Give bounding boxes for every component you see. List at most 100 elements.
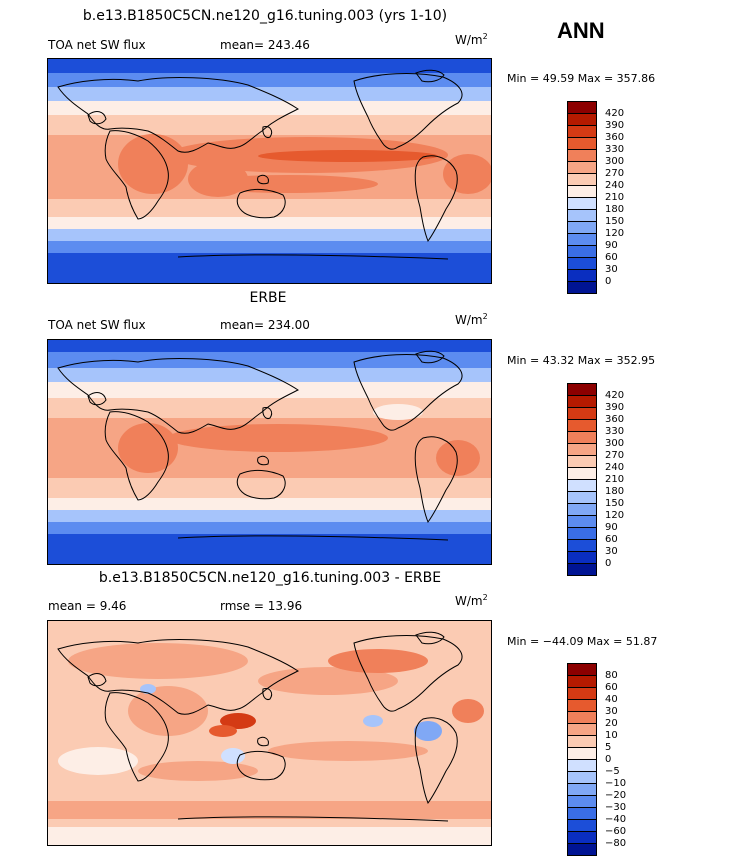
colorbar-tick-label: 420 [605,390,625,401]
colorbar-tick-label: 60 [605,682,618,693]
colorbar-swatch [568,675,596,687]
colorbar-tick-label: 90 [605,522,618,533]
panel-1-variable-label: TOA net SW flux [48,38,146,52]
colorbar-tick-label: 240 [605,180,625,191]
panel-2-map-field [48,340,491,564]
colorbar-swatch [568,443,596,455]
colorbar-swatch [568,527,596,539]
colorbar-tick-label: 390 [605,120,625,131]
colorbar-tick-label: 90 [605,240,618,251]
colorbar-swatch [568,819,596,831]
colorbar-swatch [568,281,596,293]
colorbar-tick-label: −80 [605,838,627,849]
colorbar-tick-label: 180 [605,204,625,215]
colorbar-swatch [568,125,596,137]
colorbar-swatch [568,245,596,257]
colorbar-swatch [568,539,596,551]
panel-1-title: b.e13.B1850C5CN.ne120_g16.tuning.003 (yr… [82,8,448,24]
panel-2-map [47,339,492,565]
colorbar-swatch [568,467,596,479]
colorbar-tick-label: 0 [605,558,612,569]
colorbar-swatch [568,515,596,527]
colorbar-tick-label: 270 [605,168,625,179]
panel-3-map [47,620,492,846]
colorbar-tick-label: 180 [605,486,625,497]
colorbar-tick-label: 270 [605,450,625,461]
colorbar-swatch [568,407,596,419]
colorbar-tick-label: −10 [605,778,627,789]
colorbar-swatch [568,795,596,807]
colorbar-tick-label: 30 [605,546,618,557]
colorbar-tick-label: 150 [605,216,625,227]
colorbar-swatch [568,137,596,149]
colorbar-swatch [568,664,596,675]
colorbar-tick-label: 300 [605,156,625,167]
season-label: ANN [557,18,605,43]
colorbar-swatch [568,102,596,113]
colorbar-tick-label: 210 [605,192,625,203]
panel-2-colorbar [567,383,597,576]
colorbar-tick-label: 360 [605,132,625,143]
colorbar-tick-label: 120 [605,228,625,239]
colorbar-swatch [568,197,596,209]
colorbar-tick-label: 20 [605,718,618,729]
panel-3-rmse-value: 13.96 [267,599,303,613]
panel-1-mean: mean= 243.46 [220,38,310,52]
colorbar-swatch [568,431,596,443]
colorbar-swatch [568,384,596,395]
colorbar-swatch [568,747,596,759]
colorbar-tick-label: 210 [605,474,625,485]
colorbar-swatch [568,563,596,575]
panel-3-rmse-label: rmse = [220,599,264,613]
colorbar-tick-label: −40 [605,814,627,825]
colorbar-tick-label: 0 [605,276,612,287]
panel-1-colorbar [567,101,597,294]
colorbar-swatch [568,551,596,563]
colorbar-tick-label: 240 [605,462,625,473]
colorbar-swatch [568,735,596,747]
colorbar-tick-label: 330 [605,144,625,155]
panel-3-rmse: rmse = 13.96 [220,599,302,613]
colorbar-swatch [568,257,596,269]
colorbar-tick-label: 80 [605,670,618,681]
colorbar-tick-label: 60 [605,252,618,263]
colorbar-tick-label: 120 [605,510,625,521]
colorbar-tick-label: 420 [605,108,625,119]
colorbar-swatch [568,807,596,819]
colorbar-swatch [568,491,596,503]
colorbar-swatch [568,843,596,855]
colorbar-swatch [568,173,596,185]
colorbar-swatch [568,783,596,795]
colorbar-swatch [568,687,596,699]
colorbar-tick-label: 10 [605,730,618,741]
panel-2-title: ERBE [249,290,287,306]
colorbar-tick-label: 30 [605,706,618,717]
colorbar-tick-label: 0 [605,754,612,765]
colorbar-swatch [568,711,596,723]
panel-2-unit: W/m2 [455,312,488,327]
panel-2-variable-label: TOA net SW flux [48,318,146,332]
colorbar-swatch [568,161,596,173]
panel-1-minmax: Min = 49.59 Max = 357.86 [507,72,656,85]
colorbar-swatch [568,221,596,233]
panel-1-mean-value: 243.46 [267,38,310,52]
panel-3-minmax: Min = −44.09 Max = 51.87 [507,635,658,648]
panel-3-map-field [48,621,491,845]
colorbar-tick-label: −60 [605,826,627,837]
panel-1-map [47,58,492,284]
panel-3-mean: mean = 9.46 [48,599,127,613]
colorbar-tick-label: −20 [605,790,627,801]
colorbar-tick-label: 40 [605,694,618,705]
panel-2-minmax: Min = 43.32 Max = 352.95 [507,354,656,367]
colorbar-tick-label: 30 [605,264,618,275]
colorbar-swatch [568,503,596,515]
colorbar-swatch [568,233,596,245]
colorbar-swatch [568,831,596,843]
colorbar-swatch [568,185,596,197]
panel-2-mean: mean= 234.00 [220,318,310,332]
colorbar-tick-label: 330 [605,426,625,437]
colorbar-tick-label: 5 [605,742,612,753]
panel-2-mean-value: 234.00 [267,318,310,332]
colorbar-tick-label: 300 [605,438,625,449]
colorbar-tick-label: 60 [605,534,618,545]
